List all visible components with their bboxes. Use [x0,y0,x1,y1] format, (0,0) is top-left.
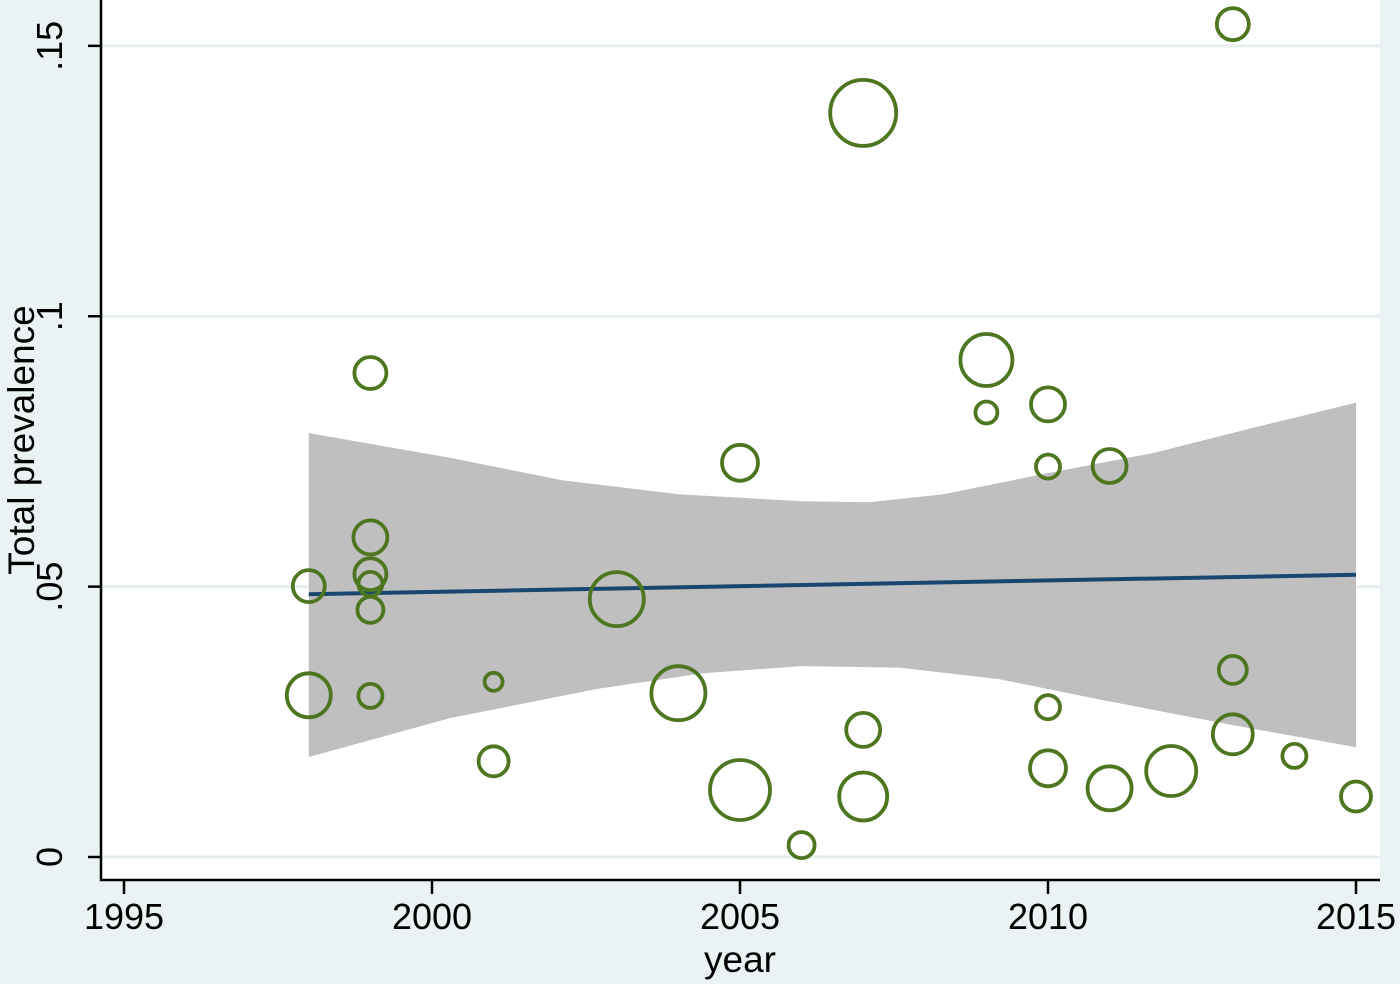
study-bubble [958,332,1015,388]
y-tick-label: .05 [29,562,70,612]
study-bubble [1216,654,1249,686]
x-tick-label: 2005 [700,896,780,937]
study-bubble [1339,779,1373,814]
study-bubble [1034,452,1062,481]
study-bubble [356,682,385,710]
study-bubble [1214,6,1251,43]
study-bubble [352,556,389,593]
study-bubble [355,595,386,625]
y-axis-title: Total prevalence [1,305,42,574]
study-bubble [476,744,511,779]
study-bubble [352,355,389,391]
confidence-band [308,402,1356,757]
y-tick-label: .15 [29,21,70,71]
study-bubble [1144,744,1199,798]
study-bubble [284,671,333,720]
y-tick-label: .1 [29,301,70,331]
x-axis-title: year [704,939,776,980]
study-bubble [482,670,505,693]
study-bubble [1210,712,1255,757]
study-bubble [720,442,760,483]
study-bubble [1280,742,1309,770]
x-tick-label: 2000 [392,896,472,937]
plot-layer: 0 .05 .1 .15 1995 2000 2005 2010 2015 [29,0,1396,937]
study-bubble [1034,693,1062,722]
study-bubble [973,399,1000,426]
x-tick-label: 2010 [1008,896,1088,937]
y-tick-label: 0 [29,847,70,867]
study-bubble [828,78,899,148]
regression-line [308,572,1357,597]
study-bubble [290,568,327,604]
study-bubble [1028,748,1068,789]
study-bubble [786,830,817,860]
x-tick-label: 2015 [1316,896,1396,937]
x-tick-label: 1995 [84,896,164,937]
study-bubble [587,570,646,628]
study-bubble [1085,764,1134,813]
study-bubble [649,664,708,723]
plot-area [101,0,1380,880]
study-bubble [1029,385,1067,424]
study-bubble [351,518,390,557]
study-bubble [1090,447,1129,485]
study-bubble [844,711,883,749]
study-bubble [837,770,890,823]
study-bubble [708,758,772,822]
